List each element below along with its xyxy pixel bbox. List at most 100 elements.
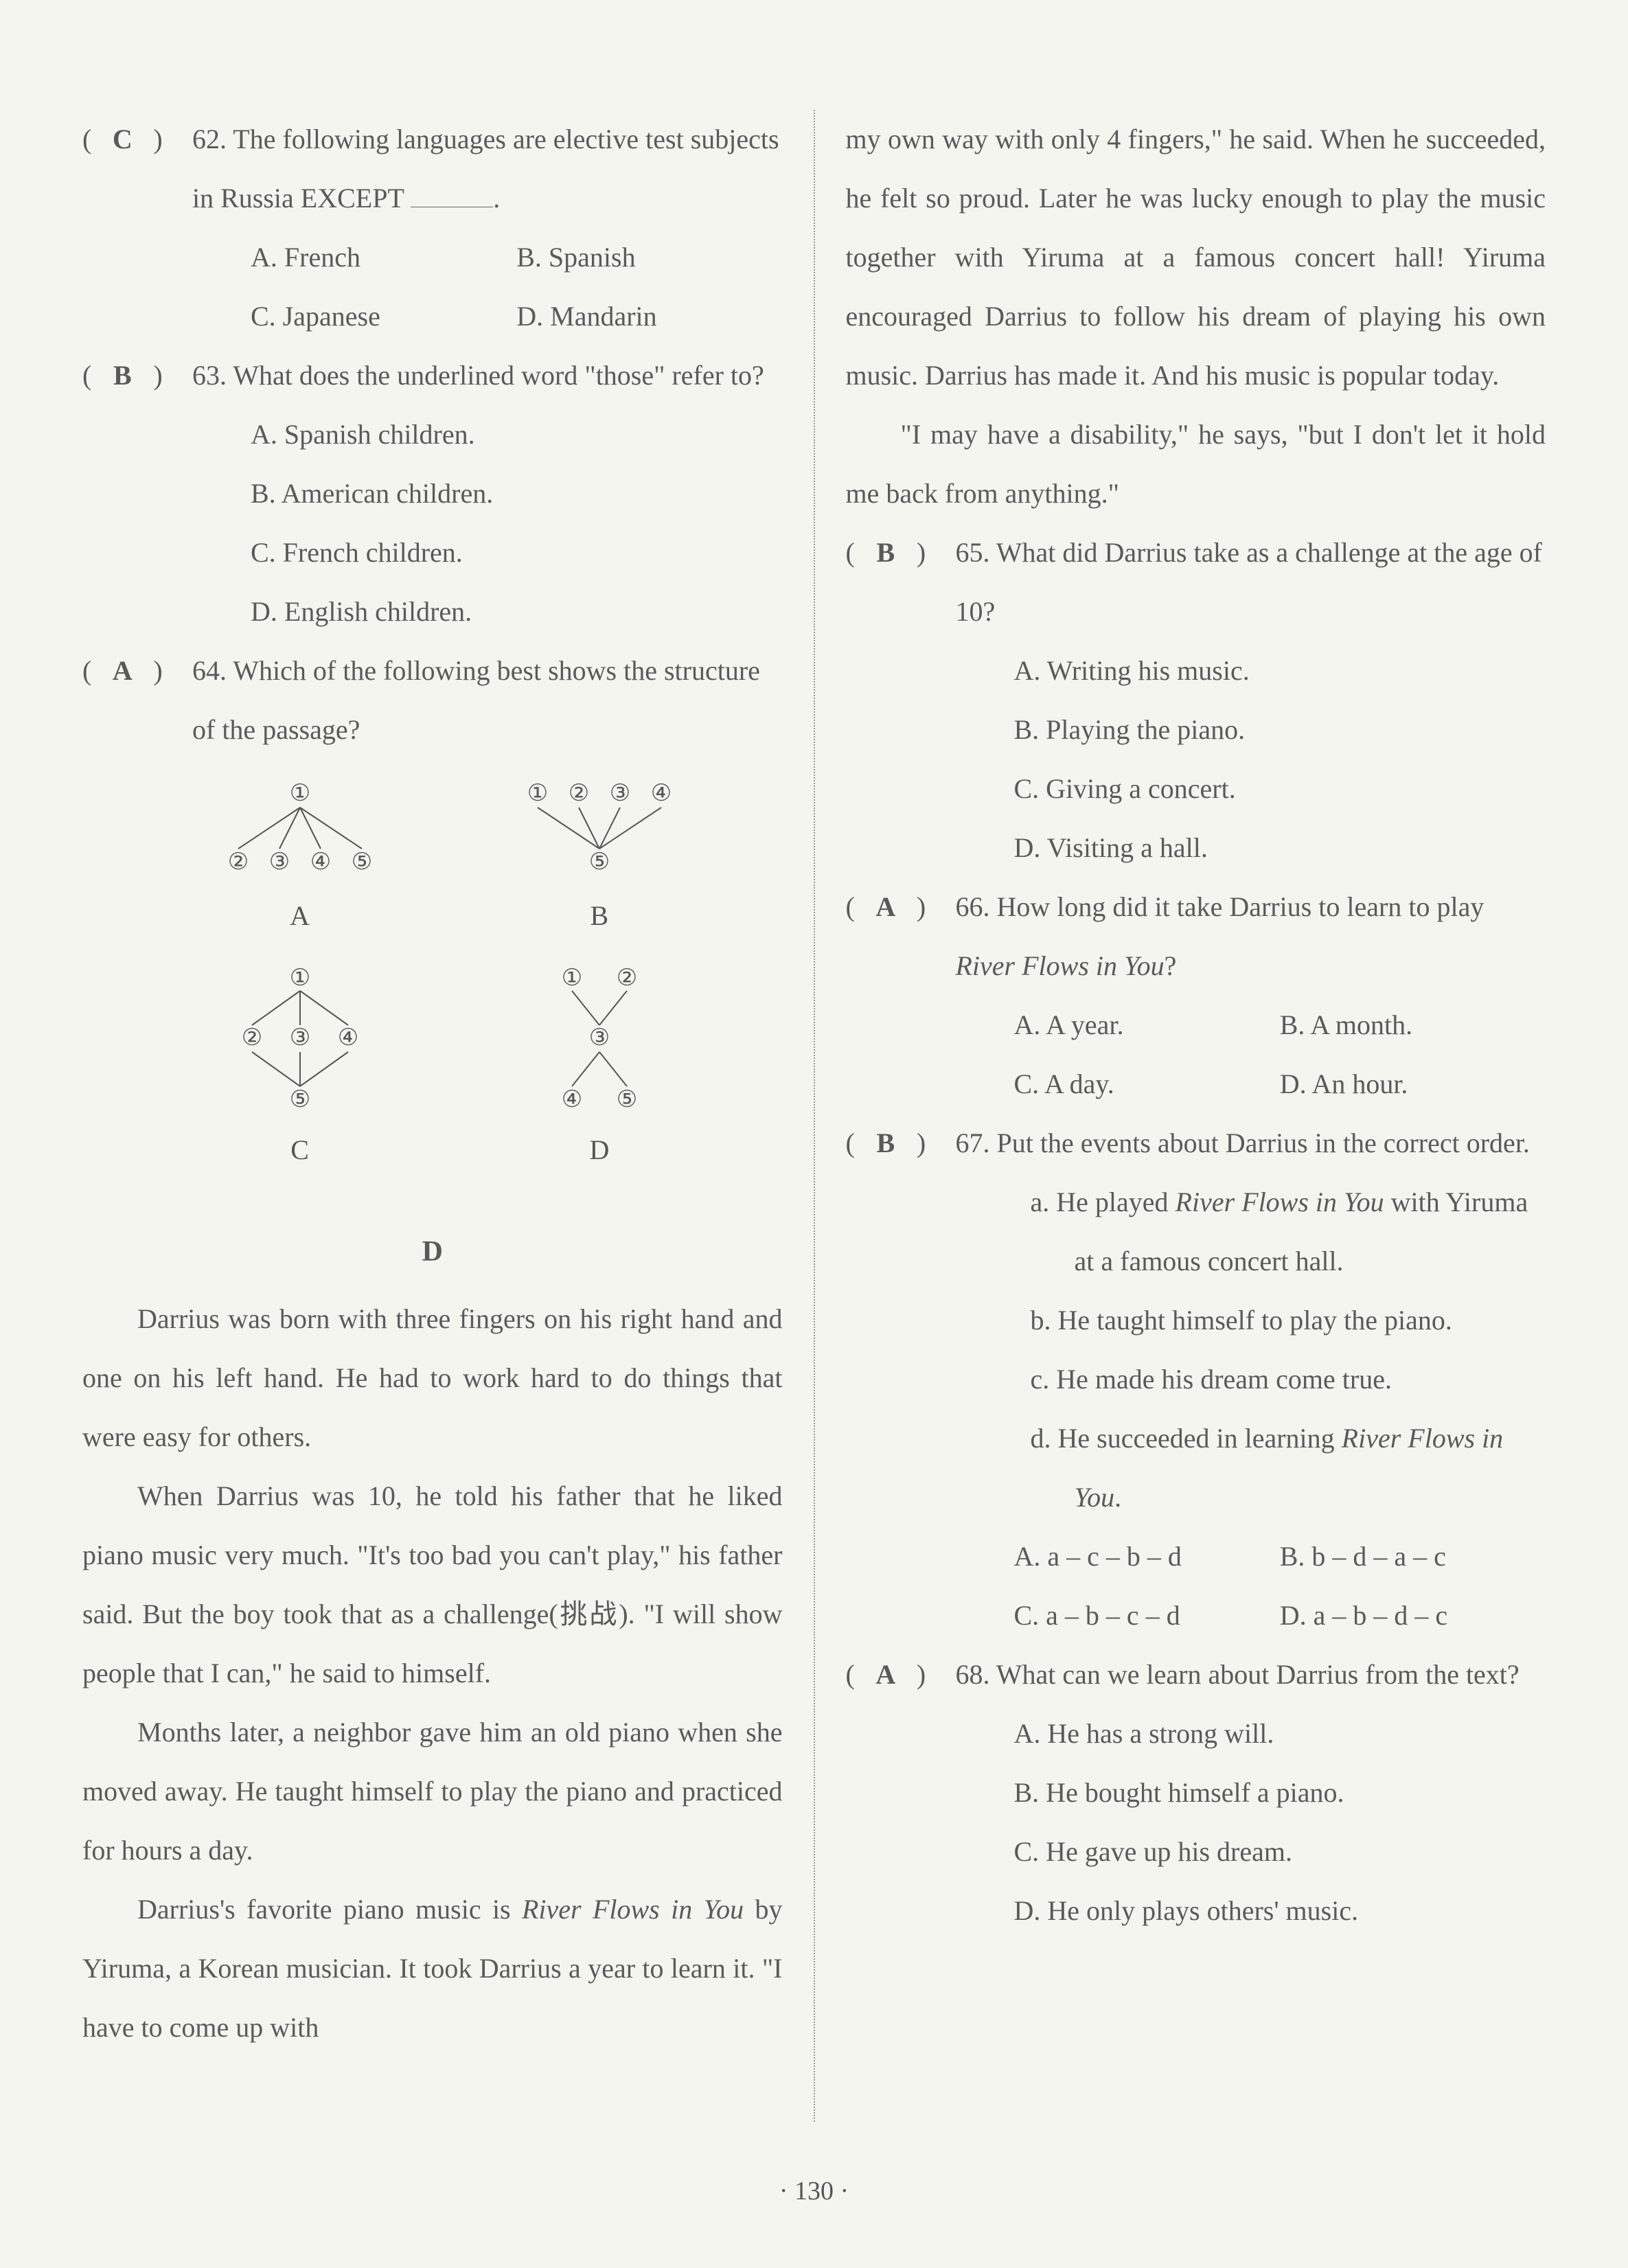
option-d: D. a – b – d – c bbox=[1280, 1586, 1546, 1645]
d-post: . bbox=[1114, 1482, 1121, 1513]
option-a: A. a – c – b – d bbox=[1014, 1527, 1280, 1586]
option-b: B. American children. bbox=[251, 464, 783, 523]
svg-text:②: ② bbox=[617, 966, 637, 991]
answer-letter: C bbox=[105, 110, 139, 169]
stem-pre: How long did it take Darrius to learn to… bbox=[997, 891, 1484, 922]
option-a: A. Writing his music. bbox=[1014, 641, 1546, 700]
answer-bracket: ( A ) bbox=[846, 878, 956, 996]
option-row: C. a – b – c – d D. a – b – d – c bbox=[1014, 1586, 1546, 1645]
option-d: D. He only plays others' music. bbox=[1014, 1881, 1546, 1940]
option-b: B. Playing the piano. bbox=[1014, 700, 1546, 759]
stem-post: " refer to? bbox=[654, 360, 764, 391]
option-a: A. He has a strong will. bbox=[1014, 1704, 1546, 1763]
option-c: C. Giving a concert. bbox=[1014, 759, 1546, 818]
tree-b-icon: ① ② ③ ④ ⑤ bbox=[503, 780, 696, 883]
option-d: D. Visiting a hall. bbox=[1014, 818, 1546, 878]
option-c: C. a – b – c – d bbox=[1014, 1586, 1280, 1645]
event-d: d. He succeeded in learning River Flows … bbox=[1014, 1409, 1546, 1527]
event-b: b. He taught himself to play the piano. bbox=[1014, 1291, 1546, 1350]
question-67: ( B ) 67. Put the events about Darrius i… bbox=[846, 1114, 1546, 1173]
option-row: C. A day. D. An hour. bbox=[1014, 1055, 1546, 1114]
diagram-label-d: D bbox=[450, 1121, 749, 1180]
question-number: 64. bbox=[192, 655, 227, 686]
answer-letter: A bbox=[105, 641, 139, 700]
p4-italic: River Flows in You bbox=[522, 1894, 744, 1925]
passage-p5: my own way with only 4 fingers," he said… bbox=[846, 110, 1546, 405]
svg-text:④: ④ bbox=[337, 1025, 358, 1051]
left-column: ( C ) 62. The following languages are el… bbox=[82, 110, 807, 2122]
question-stem: What can we learn about Darrius from the… bbox=[996, 1659, 1520, 1690]
diagram-label-b: B bbox=[450, 886, 749, 946]
option-b: B. He bought himself a piano. bbox=[1014, 1763, 1546, 1822]
svg-text:①: ① bbox=[289, 966, 310, 991]
question-63-options: A. Spanish children. B. American childre… bbox=[82, 405, 783, 641]
stem-italic: River Flows in You bbox=[956, 950, 1165, 981]
question-68: ( A ) 68. What can we learn about Darriu… bbox=[846, 1645, 1546, 1704]
stem-word: those bbox=[596, 360, 654, 391]
question-body: 66. How long did it take Darrius to lear… bbox=[956, 878, 1546, 996]
question-body: 68. What can we learn about Darrius from… bbox=[956, 1645, 1546, 1704]
question-number: 63. bbox=[192, 360, 227, 391]
tree-d-icon: ① ② ③ ④ ⑤ bbox=[503, 966, 696, 1117]
option-b: B. A month. bbox=[1280, 996, 1546, 1055]
passage-title: D bbox=[82, 1221, 783, 1283]
svg-text:⑤: ⑤ bbox=[351, 849, 371, 875]
stem-pre: What does the underlined word " bbox=[233, 360, 595, 391]
svg-text:③: ③ bbox=[589, 1025, 610, 1051]
question-62-options: A. French B. Spanish C. Japanese D. Mand… bbox=[82, 228, 783, 346]
worksheet-page: ( C ) 62. The following languages are el… bbox=[0, 0, 1628, 2268]
passage-p1: Darrius was born with three fingers on h… bbox=[82, 1290, 783, 1467]
question-66-options: A. A year. B. A month. C. A day. D. An h… bbox=[846, 996, 1546, 1114]
question-body: 65. What did Darrius take as a challenge… bbox=[956, 523, 1546, 641]
question-body: 62. The following languages are elective… bbox=[192, 110, 783, 228]
question-67-items: a. He played River Flows in You with Yir… bbox=[846, 1173, 1546, 1645]
answer-letter: A bbox=[869, 878, 903, 937]
fill-blank bbox=[411, 187, 493, 207]
question-66: ( A ) 66. How long did it take Darrius t… bbox=[846, 878, 1546, 996]
option-a: A. French bbox=[251, 228, 516, 287]
answer-letter: B bbox=[869, 523, 903, 582]
diagram-c: ① ② ③ ④ ⑤ C bbox=[150, 966, 449, 1180]
event-c: c. He made his dream come true. bbox=[1014, 1350, 1546, 1409]
a-pre: a. He played bbox=[1031, 1187, 1176, 1217]
diagram-label-c: C bbox=[150, 1121, 449, 1180]
answer-bracket: ( A ) bbox=[82, 641, 192, 759]
passage-p4: Darrius's favorite piano music is River … bbox=[82, 1880, 783, 2057]
option-d: D. English children. bbox=[251, 582, 783, 641]
question-number: 68. bbox=[956, 1659, 990, 1690]
diagram-d: ① ② ③ ④ ⑤ D bbox=[450, 966, 749, 1180]
answer-bracket: ( A ) bbox=[846, 1645, 956, 1704]
answer-bracket: ( B ) bbox=[846, 1114, 956, 1173]
option-row: C. Japanese D. Mandarin bbox=[251, 287, 783, 346]
a-italic: River Flows in You bbox=[1176, 1187, 1384, 1217]
question-number: 62. bbox=[192, 124, 227, 154]
question-68-options: A. He has a strong will. B. He bought hi… bbox=[846, 1704, 1546, 1940]
diagram-label-a: A bbox=[150, 886, 449, 946]
option-c: C. Japanese bbox=[251, 287, 516, 346]
option-row: A. a – c – b – d B. b – d – a – c bbox=[1014, 1527, 1546, 1586]
svg-text:②: ② bbox=[241, 1025, 262, 1051]
question-65-options: A. Writing his music. B. Playing the pia… bbox=[846, 641, 1546, 878]
option-c: C. He gave up his dream. bbox=[1014, 1822, 1546, 1881]
svg-text:④: ④ bbox=[562, 1087, 582, 1112]
tree-c-icon: ① ② ③ ④ ⑤ bbox=[204, 966, 396, 1117]
question-body: 64. Which of the following best shows th… bbox=[192, 641, 783, 759]
svg-text:④: ④ bbox=[310, 849, 330, 875]
answer-bracket: ( B ) bbox=[82, 346, 192, 405]
p4-pre: Darrius's favorite piano music is bbox=[137, 1894, 522, 1925]
option-c: C. French children. bbox=[251, 523, 783, 582]
svg-text:⑤: ⑤ bbox=[289, 1087, 310, 1112]
question-stem: What did Darrius take as a challenge at … bbox=[956, 537, 1542, 627]
svg-text:③: ③ bbox=[268, 849, 289, 875]
svg-text:②: ② bbox=[569, 781, 589, 806]
question-62: ( C ) 62. The following languages are el… bbox=[82, 110, 783, 228]
event-a: a. He played River Flows in You with Yir… bbox=[1014, 1173, 1546, 1291]
diagram-b: ① ② ③ ④ ⑤ B bbox=[450, 780, 749, 946]
option-a: A. Spanish children. bbox=[251, 405, 783, 464]
diagram-a: ① ② ③ ④ ⑤ A bbox=[150, 780, 449, 946]
question-stem: Put the events about Darrius in the corr… bbox=[997, 1127, 1530, 1158]
page-number: · 130 · bbox=[0, 2176, 1628, 2206]
answer-bracket: ( C ) bbox=[82, 110, 192, 228]
question-number: 67. bbox=[956, 1127, 990, 1158]
structure-diagrams: ① ② ③ ④ ⑤ A ① ② bbox=[117, 780, 783, 1200]
